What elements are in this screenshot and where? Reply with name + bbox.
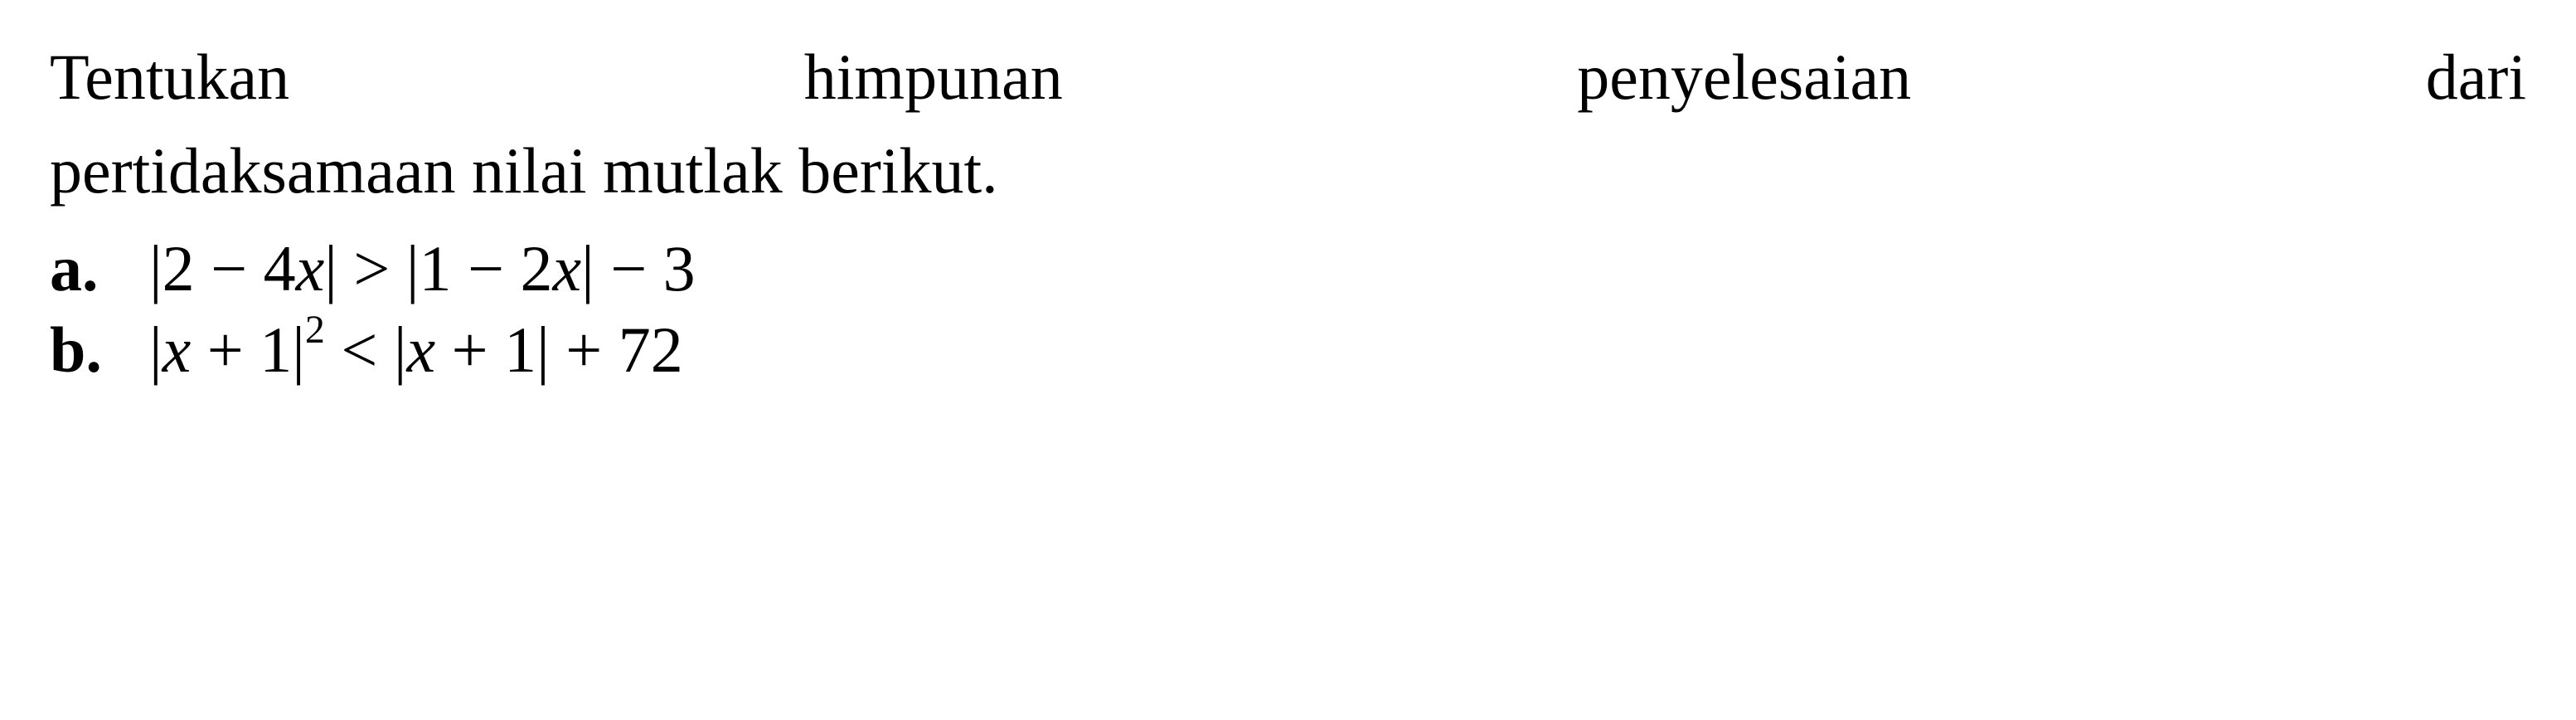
- math-superscript: 2: [305, 308, 325, 352]
- item-label-b: b.: [50, 313, 149, 387]
- math-text: + 1|: [191, 314, 305, 386]
- math-text: |: [149, 314, 163, 386]
- item-expression-b: |x + 1|2 < |x + 1| + 72: [149, 313, 683, 387]
- item-expression-a: |2 − 4x| > |1 − 2x| − 3: [149, 231, 696, 306]
- math-text: < |: [325, 314, 407, 386]
- math-var: x: [163, 314, 192, 386]
- math-text: | − 3: [581, 232, 696, 304]
- math-text: + 1| + 72: [435, 314, 683, 386]
- exercise-block: Tentukan himpunan penyelesaian dari pert…: [50, 33, 2526, 387]
- math-text: | > |1 − 2: [324, 232, 552, 304]
- item-b: b. |x + 1|2 < |x + 1| + 72: [50, 313, 2526, 387]
- math-var: x: [296, 232, 325, 304]
- math-var: x: [552, 232, 581, 304]
- instruction-line-2: pertidaksamaan nilai mutlak berikut.: [50, 127, 2526, 214]
- math-text: |2 − 4: [149, 232, 296, 304]
- item-a: a. |2 − 4x| > |1 − 2x| − 3: [50, 231, 2526, 306]
- item-label-a: a.: [50, 231, 149, 306]
- math-var: x: [406, 314, 435, 386]
- instruction-line-1: Tentukan himpunan penyelesaian dari: [50, 33, 2526, 120]
